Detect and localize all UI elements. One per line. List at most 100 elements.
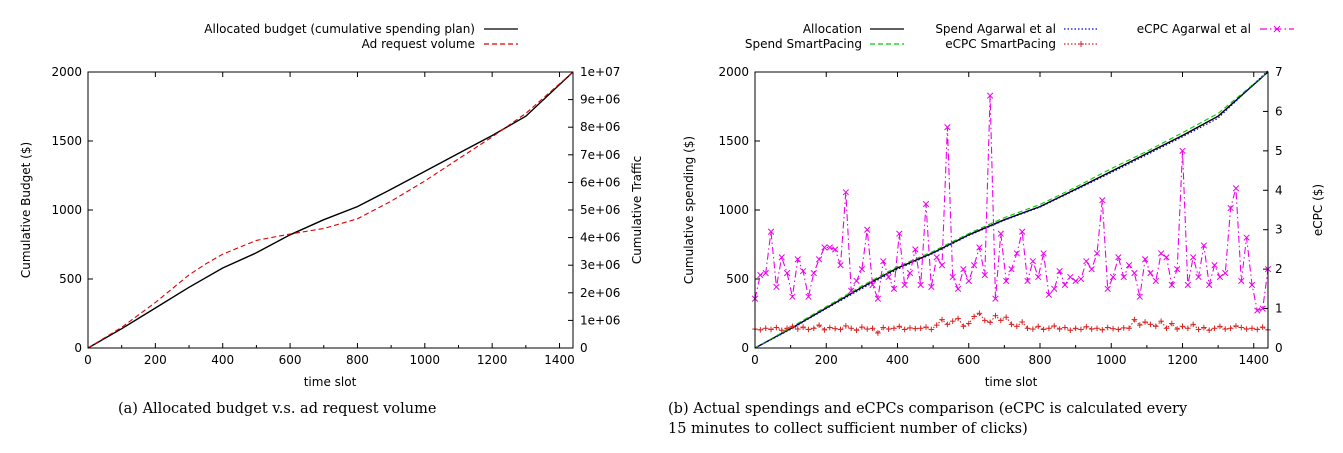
- legend-label: eCPC SmartPacing: [945, 37, 1056, 51]
- data-point: [1259, 324, 1266, 330]
- data-point: [805, 293, 812, 300]
- data-point: [1254, 307, 1261, 314]
- marker-stroke: [858, 265, 866, 273]
- caption-b-line2: 15 minutes to collect sufficient number …: [668, 421, 1028, 437]
- legend-label: Spend Agarwal et al: [935, 22, 1056, 36]
- data-point: [1056, 267, 1063, 275]
- data-point: [1259, 305, 1266, 312]
- legend: Allocated budget (cumulative spending pl…: [204, 22, 518, 51]
- data-point: [1072, 277, 1079, 285]
- data-point: [1168, 281, 1175, 289]
- data-point: [1115, 254, 1122, 261]
- data-point: [1243, 326, 1250, 332]
- y2-tick-label: 3: [1275, 223, 1283, 237]
- axis-ticks: 0 200 400 600 800 1000 1200 1400 0 500 1000 1500 200…: [51, 65, 620, 367]
- marker-stroke: [997, 230, 1004, 237]
- data-point: [1120, 325, 1127, 331]
- y-tick-label: 1500: [51, 134, 82, 148]
- data-point: [1051, 323, 1058, 329]
- data-point: [842, 189, 849, 196]
- marker-stroke: [826, 244, 833, 251]
- data-point: [853, 327, 860, 334]
- data-point: [1232, 185, 1240, 192]
- legend-marker: [1273, 25, 1281, 33]
- data-point: [1099, 196, 1106, 204]
- marker-stroke: [1206, 281, 1213, 289]
- data-point: [1045, 291, 1053, 298]
- marker-stroke: [1061, 281, 1069, 289]
- data-point: [896, 230, 903, 237]
- y2-tick-label: 0: [580, 341, 588, 355]
- x-tick-label: 600: [279, 353, 302, 367]
- data-point: [1190, 254, 1197, 261]
- data-point: [1227, 204, 1234, 212]
- data-point: [880, 258, 887, 265]
- marker-stroke: [842, 189, 849, 196]
- data-point: [794, 326, 801, 332]
- x-tick-label: 0: [751, 353, 759, 367]
- data-point: [1163, 325, 1170, 332]
- y2-tick-label: 6: [1275, 104, 1283, 118]
- data-point: [923, 324, 929, 330]
- marker-stroke: [1259, 305, 1266, 312]
- data-point: [992, 312, 999, 319]
- marker-stroke: [1040, 250, 1047, 257]
- data-point: [1008, 321, 1015, 328]
- data-point: [971, 313, 977, 320]
- data-point: [1195, 326, 1202, 333]
- data-point: [1185, 325, 1191, 332]
- marker-stroke: [1024, 277, 1031, 285]
- marker-stroke: [949, 273, 956, 281]
- marker-stroke: [1147, 269, 1154, 277]
- x-tick-label: 1200: [477, 353, 508, 367]
- data-point: [832, 246, 839, 253]
- y2-tick-label: 4: [1275, 183, 1283, 197]
- marker-stroke: [853, 277, 860, 285]
- marker-stroke: [880, 258, 887, 265]
- y2-tick-label: 7: [1275, 65, 1283, 79]
- data-point: [1126, 325, 1132, 332]
- data-point: [762, 269, 769, 277]
- y2-tick-label: 7e+06: [580, 148, 620, 162]
- marker-stroke: [1093, 250, 1101, 257]
- marker-stroke: [757, 271, 764, 279]
- data-point: [1243, 234, 1250, 241]
- y2-tick-label: 3e+06: [580, 258, 620, 272]
- marker-stroke: [1248, 281, 1256, 289]
- data-point: [794, 256, 801, 263]
- data-point: [1008, 265, 1015, 273]
- data-point: [859, 324, 865, 330]
- marker-stroke: [1222, 269, 1229, 277]
- x-tick-label: 600: [957, 353, 980, 367]
- marker-stroke: [1216, 273, 1224, 281]
- data-point: [1217, 323, 1223, 330]
- data-point: [1125, 262, 1133, 269]
- data-point: [826, 244, 833, 251]
- data-point: [1222, 269, 1229, 277]
- legend-label: Ad request volume: [362, 37, 475, 51]
- data-point: [1147, 269, 1154, 277]
- x-tick-label: 800: [1029, 353, 1052, 367]
- data-point: [816, 322, 822, 328]
- data-point: [821, 244, 828, 251]
- marker-stroke: [986, 92, 994, 99]
- data-point: [944, 321, 951, 328]
- series-line-0: [87, 71, 574, 349]
- data-point: [981, 317, 988, 324]
- marker-stroke: [1083, 258, 1090, 265]
- marker-stroke: [1238, 277, 1245, 285]
- marker-stroke: [1104, 285, 1111, 293]
- marker-stroke: [1125, 262, 1133, 269]
- data-point: [1136, 293, 1143, 300]
- y2-tick-label: 1e+07: [580, 65, 620, 79]
- data-point: [869, 281, 876, 289]
- data-point: [1035, 323, 1042, 330]
- data-point: [837, 326, 844, 333]
- y-tick-label: 500: [726, 272, 749, 286]
- data-point: [885, 273, 892, 281]
- marker-stroke: [1227, 204, 1234, 212]
- marker-stroke: [1243, 234, 1250, 241]
- data-point: [928, 326, 935, 333]
- y2-tick-label: 1e+06: [580, 313, 620, 327]
- data-point: [906, 269, 914, 277]
